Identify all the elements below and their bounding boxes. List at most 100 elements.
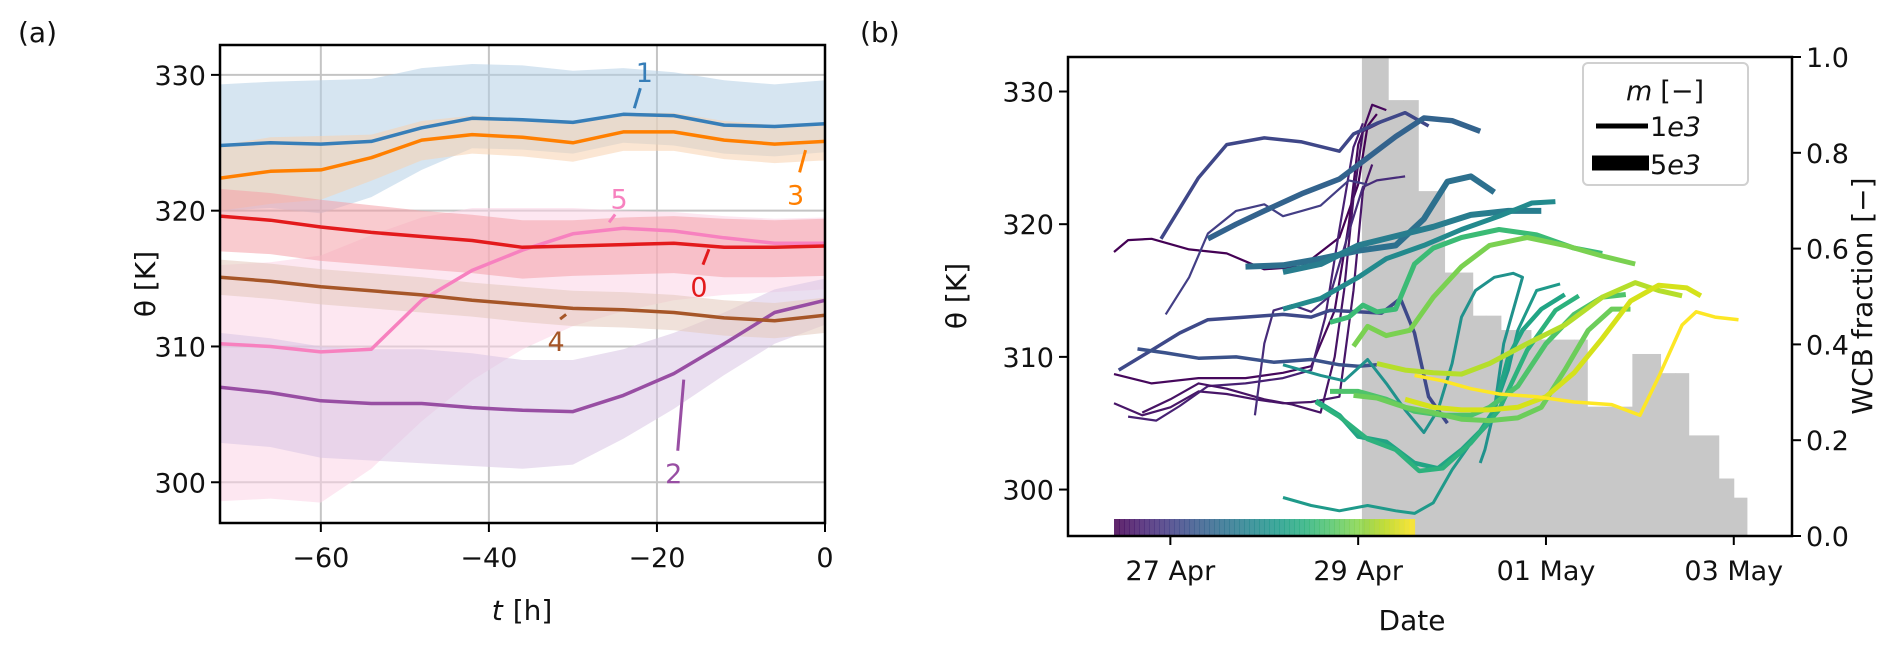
histogram-bar: [1388, 100, 1404, 536]
colorbar-segment: [1224, 519, 1230, 536]
trajectory-line: [1253, 175, 1406, 416]
colorbar-segment: [1284, 519, 1290, 536]
panel-a-xlabel-unit: [h]: [513, 594, 553, 627]
histogram-bar: [1559, 339, 1575, 536]
histogram-bar: [1617, 406, 1633, 536]
histogram-bar: [1444, 272, 1459, 536]
colorbar-segment: [1179, 519, 1185, 536]
ytick-right-label: 0.8: [1806, 139, 1849, 170]
xtick-label: 01 May: [1497, 556, 1596, 587]
colorbar-segment: [1259, 519, 1265, 536]
trajectory-line: [1164, 179, 1368, 315]
colorbar-segment: [1339, 519, 1345, 536]
histogram-bar: [1361, 57, 1376, 536]
colorbar-segment: [1294, 519, 1300, 536]
panel-a-bands: [220, 64, 825, 503]
colorbar-segment: [1329, 519, 1335, 536]
curve-label-0: 0: [690, 273, 707, 304]
curve-label-5: 5: [611, 184, 628, 215]
xtick-label: −40: [460, 543, 517, 574]
trajectory-line: [1113, 164, 1374, 417]
legend-entry-1e3-exp: e3: [1667, 112, 1701, 143]
colorbar-segment: [1394, 519, 1401, 536]
panel-b-xlabel: Date: [1379, 604, 1446, 637]
legend-entry-1e3: 1e3: [1650, 112, 1701, 143]
colorbar-segment: [1384, 519, 1391, 536]
colorbar-segment: [1404, 519, 1411, 536]
panel-a-xlabel-var: t: [492, 594, 504, 627]
colorbar-segment: [1264, 519, 1270, 536]
legend-entry-5e3: 5e3: [1650, 150, 1701, 181]
trajectory-line: [1206, 115, 1482, 242]
colorbar-segment: [1144, 519, 1150, 536]
ytick-label: 330: [1002, 77, 1054, 108]
curve-leader-2: [676, 379, 686, 451]
ytick-label: 300: [1002, 476, 1054, 507]
colorbar-segment: [1219, 519, 1225, 536]
histogram-bar: [1457, 272, 1474, 536]
curve-leader-0: [701, 248, 711, 266]
colorbar-segment: [1154, 519, 1160, 536]
xtick-label: 29 Apr: [1313, 556, 1404, 587]
band-3: [220, 112, 825, 211]
panel-a-yticks: 300 310 320 330: [154, 61, 220, 499]
colorbar-segment: [1374, 519, 1381, 536]
histogram-bar: [1431, 191, 1446, 536]
ytick-right-label: 0.6: [1806, 235, 1849, 266]
colorbar-segment: [1169, 519, 1175, 536]
line-series-5: [220, 226, 825, 354]
colorbar-segment: [1234, 519, 1240, 536]
trajectory-line: [1282, 282, 1561, 515]
line-series-4: [220, 275, 825, 323]
colorbar-segment: [1254, 519, 1260, 536]
colorbar-segment: [1239, 519, 1245, 536]
curve-leader-5: [607, 213, 617, 224]
ytick-label: 310: [154, 332, 206, 363]
line-series-1: [220, 112, 825, 148]
curve-leader-4: [559, 313, 568, 321]
ytick-right-label: 1.0: [1806, 43, 1849, 74]
line-series-2: [220, 298, 825, 414]
colorbar-segment: [1279, 519, 1285, 536]
ytick-right-label: 0.4: [1806, 330, 1849, 361]
line-series-3: [220, 130, 825, 180]
colorbar-segment: [1119, 519, 1125, 536]
panel-a-curve-labels: 0 1 2 3 4 5: [548, 58, 808, 490]
curve-label-4: 4: [548, 327, 565, 358]
histogram-bar: [1660, 373, 1677, 536]
panel-a-ylabel: θ [K]: [129, 251, 162, 317]
colorbar-segment: [1184, 519, 1190, 536]
panel-b-xticks: 27 Apr 29 Apr 01 May 03 May: [1126, 536, 1783, 587]
trajectory-line: [1351, 235, 1636, 348]
panel-b-yticks-left: 300 310 320 330: [1002, 77, 1068, 507]
colorbar-segment: [1124, 519, 1130, 536]
histogram-bar: [1403, 100, 1419, 536]
curve-leader-3: [798, 149, 808, 173]
legend-entry-5e3-exp: e3: [1667, 150, 1701, 181]
panel-a-frame: [218, 43, 827, 525]
trajectory-line: [1414, 310, 1739, 418]
colorbar-segment: [1174, 519, 1180, 536]
histogram-bar: [1544, 339, 1560, 536]
colorbar-segment: [1199, 519, 1205, 536]
panel-a-label: (a): [18, 16, 57, 49]
legend: m [−] 1e3 5e3: [1582, 62, 1749, 186]
panel-a-xlabel: t [h]: [492, 594, 553, 627]
colorbar-segment: [1134, 519, 1140, 536]
colorbar-segment: [1369, 519, 1376, 536]
legend-entry-1e3-mantissa: 1: [1650, 112, 1667, 143]
colorbar-segment: [1354, 519, 1361, 536]
xtick-label: −20: [628, 543, 685, 574]
xtick-label: 03 May: [1684, 556, 1783, 587]
band-0: [220, 188, 825, 279]
colorbar-segment: [1164, 519, 1170, 536]
legend-box: [1582, 62, 1749, 186]
ytick-label: 310: [1002, 343, 1054, 374]
ytick-label: 320: [1002, 210, 1054, 241]
curve-label-2: 2: [665, 459, 682, 490]
colorbar-segment: [1204, 519, 1210, 536]
trajectory-line: [1282, 207, 1542, 275]
histogram-bar: [1530, 339, 1545, 536]
colorbar-segment: [1209, 519, 1215, 536]
